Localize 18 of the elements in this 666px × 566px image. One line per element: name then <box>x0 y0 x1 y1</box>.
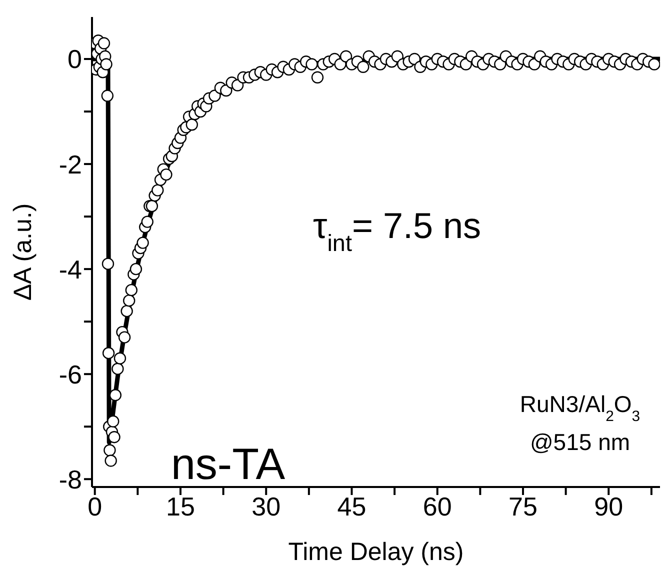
y-axis-title: ΔA (a.u.) <box>8 203 37 301</box>
annotation: ns-TA <box>170 440 286 489</box>
y-tick-label: -2 <box>58 149 82 180</box>
y-tick-label: 0 <box>68 44 82 74</box>
x-tick-label: 45 <box>337 491 366 522</box>
y-tick-label: -8 <box>58 464 82 494</box>
x-tick-label: 15 <box>166 491 195 522</box>
x-tick-label: 30 <box>252 491 281 522</box>
x-tick-label: 60 <box>422 491 452 522</box>
annotation: RuN3/Al$_{2}$O$_{3}$ <box>520 391 640 424</box>
x-tick-label: 75 <box>508 491 538 522</box>
y-tick-label: -4 <box>58 254 82 284</box>
y-tick-label: -6 <box>58 359 82 390</box>
x-axis-title: Time Delay (ns) <box>288 538 464 566</box>
annotation: τ$_{int}$= 7.5 ns <box>313 205 482 256</box>
annotation: @515 nm <box>530 429 630 455</box>
x-tick-label: 0 <box>88 491 102 522</box>
x-tick-label: 90 <box>594 491 624 522</box>
